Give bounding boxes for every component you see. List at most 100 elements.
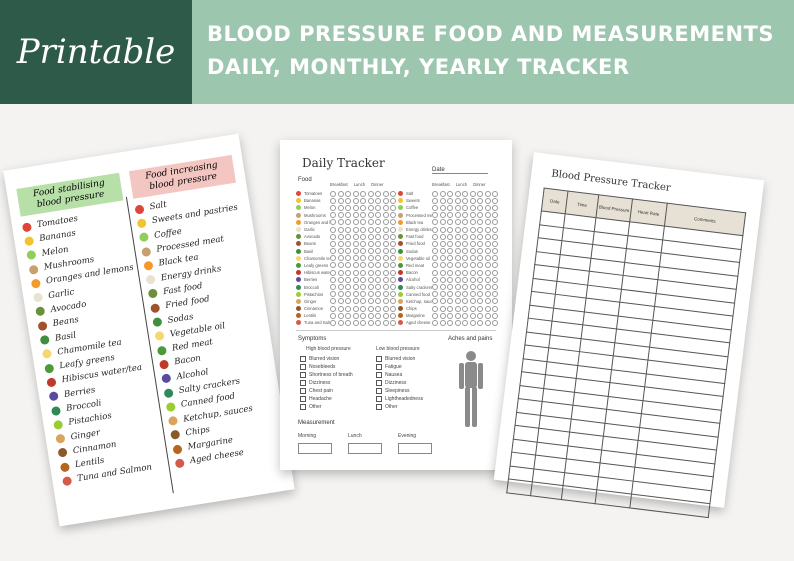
serving-circle[interactable] xyxy=(382,291,389,298)
table-cell[interactable] xyxy=(506,478,533,496)
serving-circle[interactable] xyxy=(367,291,374,298)
serving-circle[interactable] xyxy=(469,276,476,283)
serving-circle[interactable] xyxy=(477,212,483,219)
serving-circle[interactable] xyxy=(337,269,344,276)
serving-circle[interactable] xyxy=(337,248,344,255)
serving-circle[interactable] xyxy=(330,262,336,269)
serving-circle[interactable] xyxy=(382,319,389,326)
serving-circle[interactable] xyxy=(492,284,498,291)
serving-circle[interactable] xyxy=(345,298,351,305)
serving-circle[interactable] xyxy=(447,233,453,240)
serving-circle[interactable] xyxy=(492,276,498,283)
serving-circle[interactable] xyxy=(439,291,446,298)
serving-circle[interactable] xyxy=(375,212,381,219)
serving-circle[interactable] xyxy=(477,284,483,291)
serving-circle[interactable] xyxy=(390,204,396,211)
serving-circle[interactable] xyxy=(439,312,446,319)
serving-circle[interactable] xyxy=(492,197,498,204)
serving-circle[interactable] xyxy=(454,204,461,211)
serving-circle[interactable] xyxy=(382,248,389,255)
serving-circle[interactable] xyxy=(439,226,446,233)
serving-circle[interactable] xyxy=(382,269,389,276)
serving-circle[interactable] xyxy=(345,233,351,240)
serving-circle[interactable] xyxy=(367,255,374,262)
serving-circle[interactable] xyxy=(337,298,344,305)
serving-circle[interactable] xyxy=(439,233,446,240)
serving-circle[interactable] xyxy=(390,262,396,269)
serving-circle[interactable] xyxy=(375,305,381,312)
serving-circle[interactable] xyxy=(484,305,491,312)
serving-circle[interactable] xyxy=(432,190,438,197)
serving-circle[interactable] xyxy=(352,248,359,255)
serving-circle[interactable] xyxy=(375,269,381,276)
checkbox-icon[interactable] xyxy=(376,364,382,370)
serving-circle[interactable] xyxy=(484,284,491,291)
serving-circle[interactable] xyxy=(367,240,374,247)
serving-circle[interactable] xyxy=(462,240,468,247)
serving-circle[interactable] xyxy=(375,276,381,283)
serving-circle[interactable] xyxy=(330,233,336,240)
serving-circle[interactable] xyxy=(390,212,396,219)
table-cell[interactable] xyxy=(561,485,598,504)
serving-circle[interactable] xyxy=(367,312,374,319)
serving-circle[interactable] xyxy=(390,305,396,312)
serving-circle[interactable] xyxy=(454,212,461,219)
serving-circle[interactable] xyxy=(469,269,476,276)
serving-circle[interactable] xyxy=(345,305,351,312)
serving-circle[interactable] xyxy=(345,212,351,219)
serving-circle[interactable] xyxy=(439,276,446,283)
serving-circle[interactable] xyxy=(484,190,491,197)
serving-circle[interactable] xyxy=(439,298,446,305)
serving-circle[interactable] xyxy=(360,312,366,319)
serving-circle[interactable] xyxy=(382,219,389,226)
serving-circle[interactable] xyxy=(492,212,498,219)
serving-circle[interactable] xyxy=(382,190,389,197)
serving-circle[interactable] xyxy=(447,291,453,298)
serving-circle[interactable] xyxy=(454,319,461,326)
serving-circle[interactable] xyxy=(484,197,491,204)
serving-circle[interactable] xyxy=(337,312,344,319)
serving-circle[interactable] xyxy=(439,197,446,204)
serving-circle[interactable] xyxy=(469,233,476,240)
serving-circle[interactable] xyxy=(454,240,461,247)
symptom-checkbox[interactable]: Nausea xyxy=(376,372,402,378)
serving-circle[interactable] xyxy=(447,240,453,247)
serving-circle[interactable] xyxy=(345,219,351,226)
serving-circle[interactable] xyxy=(454,233,461,240)
serving-circle[interactable] xyxy=(462,291,468,298)
checkbox-icon[interactable] xyxy=(300,372,306,378)
serving-circle[interactable] xyxy=(462,212,468,219)
serving-circle[interactable] xyxy=(360,197,366,204)
serving-circle[interactable] xyxy=(352,284,359,291)
checkbox-icon[interactable] xyxy=(376,372,382,378)
serving-circle[interactable] xyxy=(462,319,468,326)
serving-circle[interactable] xyxy=(484,204,491,211)
serving-circle[interactable] xyxy=(462,305,468,312)
serving-circle[interactable] xyxy=(432,204,438,211)
serving-circle[interactable] xyxy=(360,226,366,233)
checkbox-icon[interactable] xyxy=(300,404,306,410)
serving-circle[interactable] xyxy=(477,233,483,240)
serving-circle[interactable] xyxy=(382,276,389,283)
serving-circle[interactable] xyxy=(390,319,396,326)
serving-circle[interactable] xyxy=(484,312,491,319)
serving-circle[interactable] xyxy=(454,284,461,291)
serving-circle[interactable] xyxy=(345,240,351,247)
serving-circle[interactable] xyxy=(375,291,381,298)
symptom-checkbox[interactable]: Shortness of breath xyxy=(300,372,353,378)
serving-circle[interactable] xyxy=(462,284,468,291)
serving-circle[interactable] xyxy=(390,276,396,283)
checkbox-icon[interactable] xyxy=(300,356,306,362)
serving-circle[interactable] xyxy=(492,219,498,226)
serving-circle[interactable] xyxy=(432,298,438,305)
serving-circle[interactable] xyxy=(337,197,344,204)
serving-circle[interactable] xyxy=(390,255,396,262)
serving-circle[interactable] xyxy=(477,248,483,255)
serving-circle[interactable] xyxy=(330,226,336,233)
serving-circle[interactable] xyxy=(367,269,374,276)
serving-circle[interactable] xyxy=(447,269,453,276)
serving-circle[interactable] xyxy=(462,269,468,276)
serving-circle[interactable] xyxy=(454,248,461,255)
serving-circle[interactable] xyxy=(352,255,359,262)
serving-circle[interactable] xyxy=(469,212,476,219)
